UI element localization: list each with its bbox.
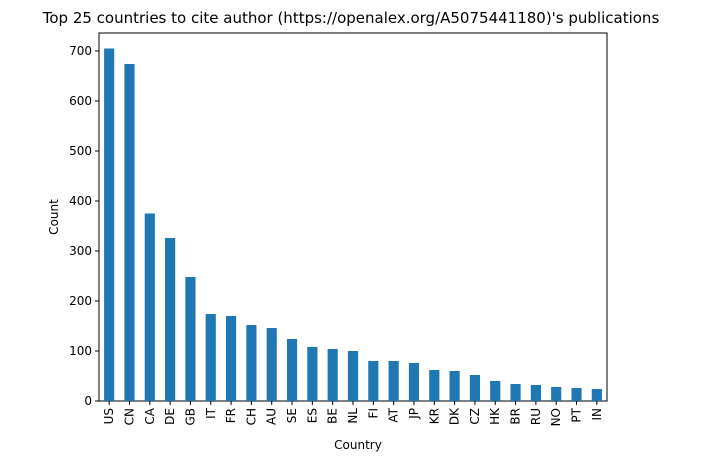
bar [104, 48, 115, 401]
bar [144, 213, 155, 401]
bar [124, 64, 135, 401]
x-tick-label: NO [549, 408, 563, 426]
bar [266, 328, 277, 401]
x-tick-label: NL [346, 408, 360, 424]
x-axis-label: Country [334, 438, 382, 452]
bar [530, 385, 541, 401]
y-tick-label: 0 [84, 394, 92, 408]
x-tick-label: CN [122, 408, 136, 425]
y-tick-label: 200 [69, 294, 92, 308]
bar [165, 238, 176, 401]
x-tick-label: CH [244, 408, 258, 425]
bar [510, 384, 521, 401]
bar [571, 388, 582, 401]
x-tick-label: ES [305, 408, 319, 423]
bar [388, 361, 399, 401]
bar [429, 370, 440, 401]
x-tick-label: CA [143, 407, 157, 424]
x-tick-label: AU [265, 408, 279, 425]
x-tick-label: FI [366, 408, 380, 418]
x-tick-label: US [102, 408, 116, 424]
bar [246, 325, 257, 401]
x-tick-label: IN [590, 408, 604, 421]
x-tick-label: DE [163, 408, 177, 425]
y-tick-label: 100 [69, 344, 92, 358]
x-tick-label: HK [488, 407, 502, 425]
y-tick-label: 300 [69, 244, 92, 258]
bar [469, 375, 480, 401]
bar [408, 363, 420, 401]
bar [551, 387, 562, 401]
x-tick-label: PT [570, 407, 584, 422]
y-tick-label: 600 [69, 94, 92, 108]
y-tick-label: 400 [69, 194, 92, 208]
y-axis-label: Count [47, 199, 61, 235]
bar [307, 347, 318, 401]
bar [490, 381, 501, 401]
x-tick-label: KR [427, 408, 441, 424]
bar [368, 361, 379, 401]
x-tick-label: BR [509, 408, 523, 425]
bar [591, 389, 602, 401]
x-tick-label: JP [407, 408, 421, 420]
x-tick-label: RU [529, 408, 543, 425]
x-tick-label: AT [387, 407, 401, 422]
x-tick-label: CZ [468, 408, 482, 425]
x-tick-label: IT [204, 407, 218, 419]
x-tick-label: GB [183, 408, 197, 426]
y-tick-label: 500 [69, 144, 92, 158]
bar [185, 277, 196, 401]
y-tick-label: 700 [69, 44, 92, 58]
bar [205, 314, 216, 401]
chart-title: Top 25 countries to cite author (https:/… [42, 9, 660, 27]
bar [327, 349, 338, 401]
x-tick-label: FR [224, 408, 238, 423]
bar [347, 351, 359, 401]
bar [449, 371, 460, 401]
x-tick-label: DK [448, 407, 462, 425]
x-tick-label: BE [326, 408, 340, 424]
bar [226, 316, 237, 401]
x-tick-label: SE [285, 408, 299, 423]
bar [286, 339, 298, 401]
